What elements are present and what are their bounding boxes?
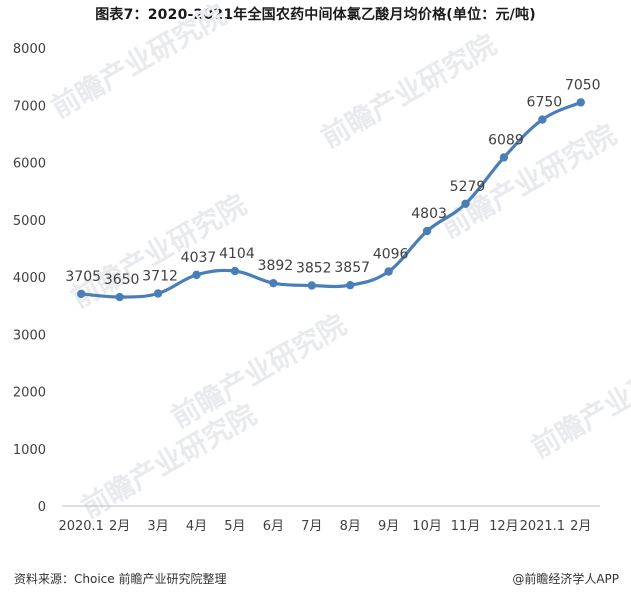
line-chart: 0 1000 2000 3000 4000 5000 6000 7000 8000 2020.1 2…	[13, 42, 601, 534]
data-label: 7050	[565, 77, 601, 93]
y-tick-label: 1000	[13, 443, 46, 458]
x-tick-label: 10月	[412, 519, 442, 534]
x-tick-label: 2月	[570, 519, 591, 534]
y-tick-label: 0	[38, 500, 46, 515]
chart-title: 图表7：2020-2021年全国农药中间体氯乙酸月均价格(单位：元/吨)	[95, 7, 536, 23]
x-tick-label: 2021.1	[520, 519, 566, 534]
x-tick-label: 7月	[301, 519, 322, 534]
x-tick-label: 8月	[340, 519, 361, 534]
source-note: 资料来源：Choice 前瞻产业研究院整理	[14, 572, 227, 586]
data-label: 4803	[411, 206, 447, 222]
y-tick-label: 8000	[13, 42, 46, 57]
y-tick-label: 3000	[13, 328, 46, 343]
x-tick-label: 2月	[109, 519, 130, 534]
data-label: 3852	[296, 260, 332, 276]
data-label: 3857	[334, 260, 370, 276]
x-tick-label: 11月	[451, 519, 481, 534]
data-label: 4037	[181, 250, 217, 266]
data-point	[461, 199, 470, 208]
data-point	[269, 278, 278, 288]
data-point	[384, 267, 393, 276]
data-label: 3712	[142, 268, 178, 284]
x-tick-label: 4月	[186, 519, 207, 534]
data-label: 6750	[527, 95, 563, 111]
data-point	[576, 98, 585, 107]
data-label: 6089	[488, 132, 524, 148]
x-tick-label: 3月	[147, 519, 168, 534]
data-point	[538, 115, 547, 124]
y-tick-label: 2000	[13, 386, 46, 401]
y-tick-label: 4000	[13, 271, 46, 286]
brand-credit: @前瞻经济学人APP	[512, 572, 619, 586]
data-point	[153, 289, 163, 298]
x-tick-label: 2020.1	[58, 519, 104, 534]
data-point	[422, 226, 432, 236]
data-point	[346, 280, 355, 290]
data-point	[115, 292, 124, 302]
data-point	[307, 281, 316, 290]
data-label: 3892	[258, 258, 294, 274]
data-label: 4104	[219, 246, 255, 262]
y-tick-label: 5000	[13, 214, 46, 229]
data-point	[499, 153, 509, 162]
data-point	[192, 270, 201, 280]
data-point	[230, 266, 240, 276]
x-tick-label: 9月	[378, 519, 399, 534]
x-tick-label: 12月	[489, 519, 519, 534]
x-tick-label: 5月	[224, 519, 245, 534]
data-point	[77, 289, 86, 299]
data-label: 3705	[65, 269, 101, 285]
y-tick-label: 7000	[13, 99, 46, 114]
y-tick-label: 6000	[13, 157, 46, 172]
data-label: 3650	[104, 272, 140, 288]
x-tick-label: 6月	[263, 519, 284, 534]
data-label: 4096	[373, 247, 409, 263]
data-label: 5279	[450, 179, 486, 195]
